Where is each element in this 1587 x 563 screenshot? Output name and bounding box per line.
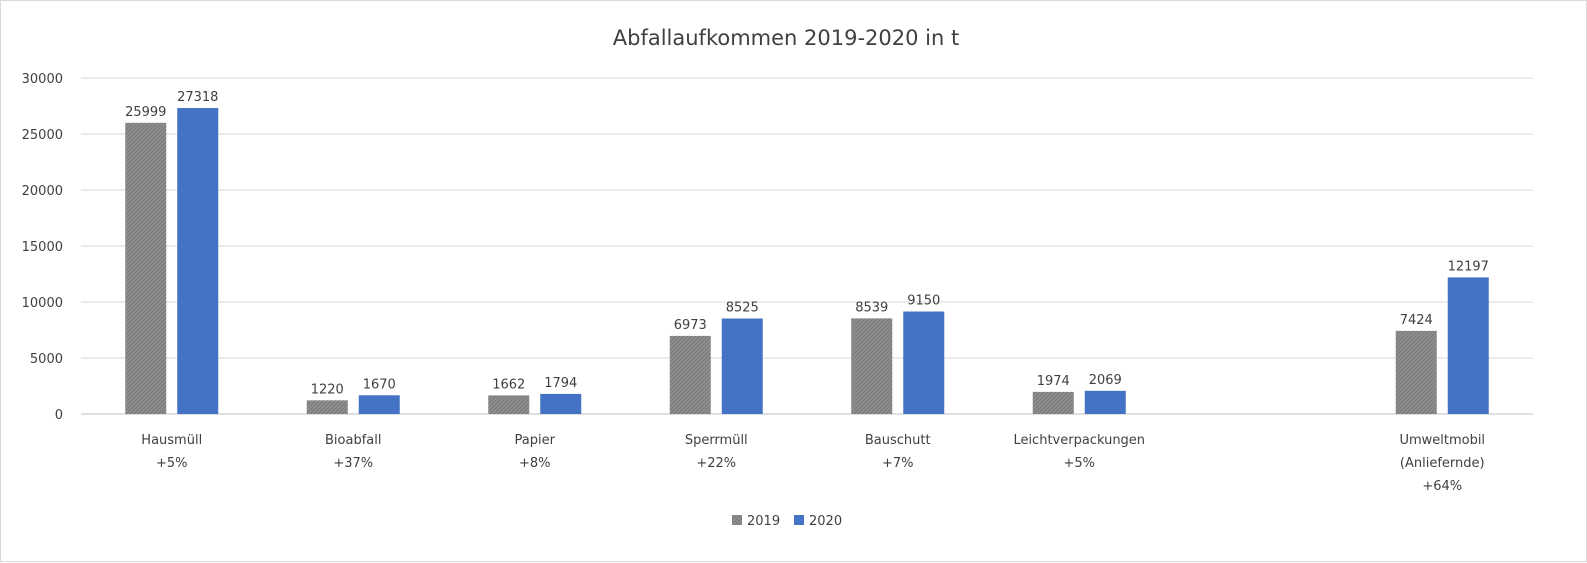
data-label: 7424 xyxy=(1400,313,1433,328)
y-tick-label: 5000 xyxy=(30,352,63,367)
data-label: 25999 xyxy=(125,105,166,120)
bar-2020-0 xyxy=(177,108,219,415)
category-label: Leichtverpackungen xyxy=(1013,433,1145,448)
category-label: +22% xyxy=(696,456,736,471)
data-label: 1662 xyxy=(492,377,525,392)
category-label: +7% xyxy=(882,456,914,471)
bar-2020-4 xyxy=(903,311,945,414)
y-tick-label: 30000 xyxy=(22,72,63,87)
data-label: 1794 xyxy=(544,376,577,391)
legend-swatch-2020 xyxy=(794,515,804,525)
bar-2020-3 xyxy=(721,318,763,414)
data-label: 1974 xyxy=(1037,374,1070,389)
category-label: Papier xyxy=(515,433,556,448)
data-label: 8539 xyxy=(855,300,888,315)
category-label: +5% xyxy=(1063,456,1095,471)
legend-label: 2019 xyxy=(747,514,780,529)
data-label: 1220 xyxy=(311,382,344,397)
bar-2019-1 xyxy=(306,400,348,414)
category-label: +8% xyxy=(519,456,551,471)
data-label: 12197 xyxy=(1448,259,1489,274)
legend-label: 2020 xyxy=(809,514,842,529)
data-label: 1670 xyxy=(363,377,396,392)
category-label: Sperrmüll xyxy=(685,433,748,448)
bar-2020-7 xyxy=(1447,277,1489,414)
x-axis-categories: Hausmüll +5% Bioabfall +37% Papier +8% Sperrmü… xyxy=(141,433,1485,494)
y-tick-label: 25000 xyxy=(22,128,63,143)
data-labels: 25999 27318 1220 1670 1662 1794 6973 8525 8539 91… xyxy=(125,90,1489,397)
legend: 2019 2020 xyxy=(732,514,842,529)
category-label: +37% xyxy=(333,456,373,471)
bars xyxy=(125,108,1489,415)
data-label: 2069 xyxy=(1089,373,1122,388)
legend-swatch-2019 xyxy=(732,515,742,525)
y-tick-label: 15000 xyxy=(22,240,63,255)
chart-title: Abfallaufkommen 2019-2020 in t xyxy=(613,26,959,50)
category-label: Bioabfall xyxy=(325,433,381,448)
y-axis-ticks: 0 5000 10000 15000 20000 25000 30000 xyxy=(22,72,63,423)
data-label: 6973 xyxy=(674,318,707,333)
bar-2019-2 xyxy=(488,395,530,414)
bar-2019-4 xyxy=(851,318,893,414)
category-label: Umweltmobil xyxy=(1399,433,1485,448)
data-label: 27318 xyxy=(177,90,218,105)
bar-2019-0 xyxy=(125,122,167,414)
category-label: +64% xyxy=(1422,479,1462,494)
data-label: 8525 xyxy=(726,301,759,316)
category-label: Bauschutt xyxy=(865,433,931,448)
y-tick-label: 10000 xyxy=(22,296,63,311)
gridlines xyxy=(81,77,1533,415)
bar-2019-5 xyxy=(1032,391,1074,414)
bar-2019-7 xyxy=(1395,330,1437,414)
y-tick-label: 0 xyxy=(55,408,63,423)
category-label: (Anliefernde) xyxy=(1400,456,1485,471)
category-label: Hausmüll xyxy=(141,433,202,448)
y-tick-label: 20000 xyxy=(22,184,63,199)
category-label: +5% xyxy=(156,456,188,471)
bar-2020-2 xyxy=(540,393,582,414)
data-label: 9150 xyxy=(907,294,940,309)
bar-2020-1 xyxy=(358,395,400,414)
bar-2019-3 xyxy=(669,335,711,414)
bar-2020-5 xyxy=(1084,390,1126,414)
